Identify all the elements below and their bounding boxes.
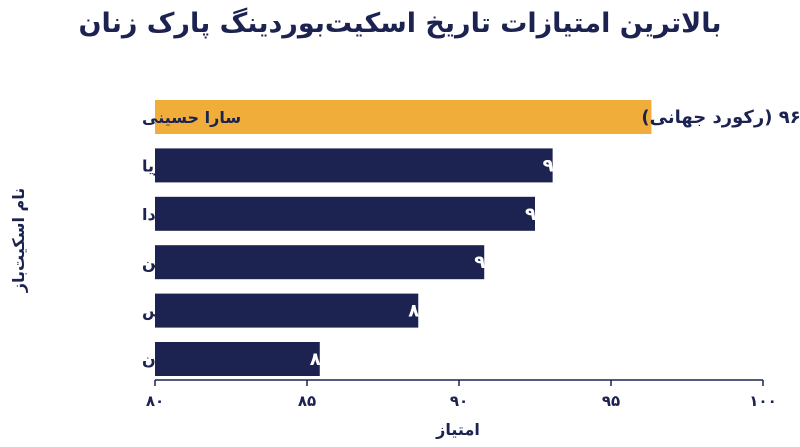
bar-value-label-2: ۹۲/۵۰ <box>525 204 576 225</box>
category-label-2: لونا یامادا <box>142 205 217 224</box>
x-axis-label: امتیاز <box>435 420 480 439</box>
category-labels-group: سارا حسینی آنا ماریا لونا یامادا کلاری دانک… <box>142 108 254 369</box>
category-label-1: آنا ماریا <box>142 155 203 175</box>
bar-4 <box>155 293 419 328</box>
bar-2 <box>155 196 535 231</box>
category-label-3: کلاری دانکن <box>142 253 237 272</box>
category-label-0: سارا حسینی <box>142 108 241 127</box>
x-tick-label-3: ۹۵ <box>602 392 620 410</box>
bar-value-label-0: ۹۶/۳۳ (رکورد جهانی) <box>641 107 800 128</box>
x-tick-label-1: ۸۵ <box>298 392 316 410</box>
bar-0 <box>155 100 652 134</box>
bar-3 <box>155 245 485 280</box>
category-label-5: تینا براون <box>142 350 218 369</box>
bars-group: ۹۶/۳۳ (رکورد جهانی) ۹۳/۰۸ ۹۲/۵۰ ۹۰/۸۳ ۸۸/۶۶ ۸… <box>155 100 800 376</box>
x-tick-label-4: ۱۰۰ <box>749 392 776 410</box>
bar-value-label-4: ۸۸/۶۶ <box>408 301 459 322</box>
bar-value-label-3: ۹۰/۸۳ <box>474 252 525 273</box>
x-axis: ۸۰ ۸۵ ۹۰ ۹۵ ۱۰۰ <box>146 379 777 410</box>
y-axis-label: نام اسکیت‌باز <box>9 188 28 294</box>
x-tick-label-0: ۸۰ <box>146 392 164 410</box>
bar-1 <box>155 148 553 183</box>
x-tick-label-2: ۹۰ <box>450 392 468 410</box>
category-label-4: مارتا گونزالس <box>142 302 254 321</box>
bar-value-label-5: ۸۵/۴۲ <box>310 349 361 370</box>
bar-5 <box>155 342 320 376</box>
bar-value-label-1: ۹۳/۰۸ <box>543 155 594 176</box>
chart-title: بالاترین امتیازات تاریخ اسکیت‌بوردینگ پا… <box>78 8 722 39</box>
